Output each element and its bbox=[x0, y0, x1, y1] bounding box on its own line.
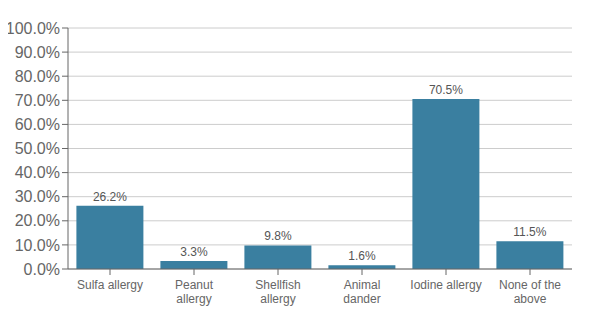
svg-text:0.0%: 0.0% bbox=[24, 261, 60, 278]
svg-text:Iodine allergy: Iodine allergy bbox=[410, 278, 481, 292]
svg-text:20.0%: 20.0% bbox=[15, 212, 60, 229]
svg-text:50.0%: 50.0% bbox=[15, 140, 60, 157]
svg-text:60.0%: 60.0% bbox=[15, 116, 60, 133]
svg-text:Peanutallergy: Peanutallergy bbox=[175, 278, 214, 306]
svg-text:1.6%: 1.6% bbox=[348, 249, 376, 263]
svg-text:100.0%: 100.0% bbox=[8, 20, 60, 37]
svg-text:40.0%: 40.0% bbox=[15, 164, 60, 181]
svg-text:Shellfishallergy: Shellfishallergy bbox=[255, 278, 300, 306]
svg-text:10.0%: 10.0% bbox=[15, 237, 60, 254]
svg-text:80.0%: 80.0% bbox=[15, 68, 60, 85]
svg-text:Animaldander: Animaldander bbox=[343, 278, 380, 306]
svg-text:Sulfa allergy: Sulfa allergy bbox=[77, 278, 143, 292]
svg-text:30.0%: 30.0% bbox=[15, 188, 60, 205]
svg-text:3.3%: 3.3% bbox=[180, 245, 208, 259]
svg-text:70.5%: 70.5% bbox=[429, 83, 463, 97]
svg-text:9.8%: 9.8% bbox=[264, 229, 292, 243]
svg-text:None of theabove: None of theabove bbox=[499, 278, 561, 306]
svg-text:90.0%: 90.0% bbox=[15, 44, 60, 61]
svg-text:26.2%: 26.2% bbox=[93, 190, 127, 204]
svg-text:11.5%: 11.5% bbox=[513, 225, 546, 239]
svg-text:70.0%: 70.0% bbox=[15, 92, 60, 109]
